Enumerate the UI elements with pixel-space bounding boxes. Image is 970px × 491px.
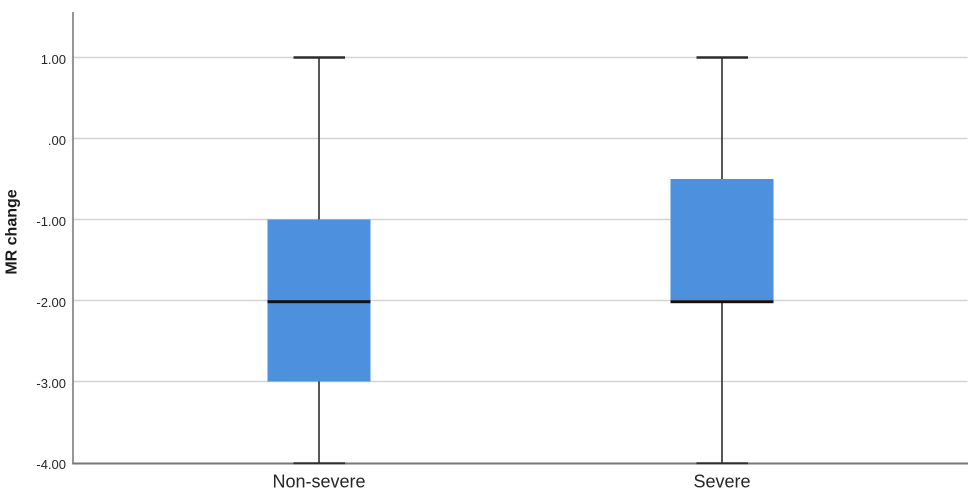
svg-text:MR change: MR change (4, 189, 21, 274)
svg-text:-1.00: -1.00 (36, 214, 66, 229)
svg-text:1.00: 1.00 (41, 52, 66, 67)
svg-text:-2.00: -2.00 (36, 295, 66, 310)
svg-text:-4.00: -4.00 (36, 457, 66, 472)
svg-text:Severe: Severe (693, 472, 750, 491)
svg-text:.00: .00 (48, 133, 66, 148)
svg-text:-3.00: -3.00 (36, 376, 66, 391)
svg-text:Non-severe: Non-severe (272, 472, 365, 491)
